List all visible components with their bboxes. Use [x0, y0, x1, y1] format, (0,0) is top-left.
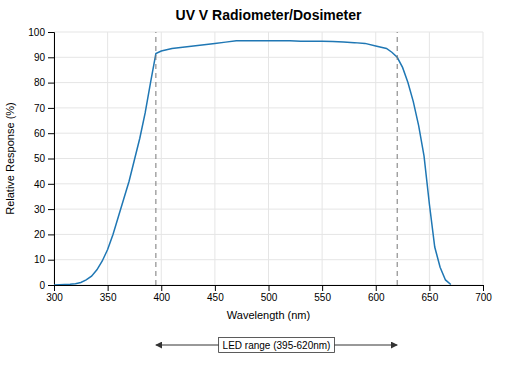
- x-tick-label: 450: [207, 292, 224, 303]
- y-tick-mark: [48, 83, 54, 84]
- y-tick-label: 100: [28, 27, 45, 38]
- y-tick: 40: [34, 179, 54, 190]
- y-tick: 10: [34, 254, 54, 265]
- y-axis-title: Relative Response (%): [4, 102, 16, 215]
- y-grid-line: [54, 32, 483, 33]
- y-tick-mark: [48, 108, 54, 109]
- x-tick: 400: [153, 285, 170, 303]
- x-tick-label: 600: [368, 292, 385, 303]
- y-grid-line: [54, 158, 483, 159]
- x-tick-label: 400: [153, 292, 170, 303]
- y-tick-label: 70: [34, 103, 46, 114]
- x-tick-mark: [269, 285, 270, 291]
- x-tick: 600: [368, 285, 385, 303]
- x-tick-mark: [215, 285, 216, 291]
- y-tick: 90: [34, 52, 54, 63]
- y-tick-mark: [48, 184, 54, 185]
- title: UV V Radiometer/Dosimeter: [176, 7, 362, 23]
- y-tick: 20: [34, 229, 54, 240]
- x-tick-label: 650: [422, 292, 439, 303]
- y-tick-label: 40: [34, 179, 46, 190]
- y-axis: 0 10 20 30 40 50 60 70 80 90 100: [28, 27, 54, 291]
- x-tick: 500: [261, 285, 278, 303]
- y-tick-label: 10: [34, 254, 46, 265]
- y-tick-label: 30: [34, 204, 46, 215]
- x-tick-label: 500: [261, 292, 278, 303]
- y-tick-label: 50: [34, 153, 46, 164]
- x-tick-label: 700: [475, 292, 492, 303]
- y-tick: 30: [34, 204, 54, 215]
- y-tick-mark: [48, 159, 54, 160]
- range-label: LED range (395-620nm): [219, 338, 335, 353]
- y-axis-line: [48, 33, 55, 286]
- y-tick: 70: [34, 103, 54, 114]
- x-tick-mark: [161, 285, 162, 291]
- y-tick-mark: [48, 285, 54, 286]
- x-axis: 300 350 400 450 500 550 600 650 700: [46, 285, 492, 303]
- plot-area: [54, 32, 451, 285]
- y-grid-line: [54, 107, 483, 108]
- y-grid-line: [54, 82, 483, 83]
- y-tick-label: 60: [34, 128, 46, 139]
- x-tick-label: 550: [314, 292, 331, 303]
- y-grid-line: [54, 234, 483, 235]
- x-tick: 650: [422, 285, 439, 303]
- y-tick-mark: [48, 209, 54, 210]
- x-tick: 700: [475, 285, 492, 303]
- y-grid-line: [54, 57, 483, 58]
- x-tick: 550: [314, 285, 331, 303]
- y-tick-label: 0: [39, 280, 45, 291]
- y-tick: 80: [34, 77, 54, 88]
- x-tick-mark: [429, 285, 430, 291]
- y-grid-line: [54, 259, 483, 260]
- line: [54, 41, 451, 285]
- grid: [54, 32, 483, 285]
- y-tick-label: 20: [34, 229, 46, 240]
- y-tick-mark: [48, 234, 54, 235]
- range-label-box: [219, 338, 335, 353]
- x-tick-mark: [108, 285, 109, 291]
- y-tick: 0: [39, 280, 54, 291]
- y-tick-mark: [48, 260, 54, 261]
- y-tick: 50: [34, 153, 54, 164]
- y-grid-line: [54, 133, 483, 134]
- range-label-text: LED range (395-620nm): [223, 340, 331, 351]
- y-grid-line: [54, 209, 483, 210]
- x-tick-label: 350: [100, 292, 117, 303]
- y-tick-label: 80: [34, 77, 46, 88]
- y-tick-label: 90: [34, 52, 46, 63]
- x-tick-mark: [376, 285, 377, 291]
- x-tick: 300: [46, 285, 63, 303]
- x-axis-line: [55, 286, 484, 292]
- x-tick: 350: [100, 285, 117, 303]
- x-axis-title: Wavelength (nm): [227, 309, 310, 321]
- y-tick: 60: [34, 128, 54, 139]
- y-tick-mark: [48, 133, 54, 134]
- chart: 300 350 400 450 500 550 600 650 700 0 10 20 30 40 50 60…: [0, 0, 505, 373]
- x-tick-mark: [483, 285, 484, 291]
- y-tick-mark: [48, 32, 54, 33]
- x-tick-mark: [322, 285, 323, 291]
- x-tick: 450: [207, 285, 224, 303]
- boundary-line: [155, 32, 156, 285]
- y-grid-line: [54, 183, 483, 184]
- boundary-line: [397, 32, 398, 285]
- y-tick: 100: [28, 27, 54, 38]
- y-tick-mark: [48, 57, 54, 58]
- x-tick-label: 300: [46, 292, 63, 303]
